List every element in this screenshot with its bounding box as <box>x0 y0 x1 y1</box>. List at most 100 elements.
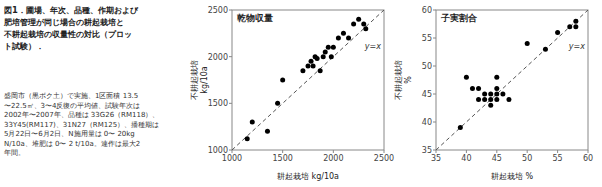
figure-title-line: 図1．圃場、年次、品種、作期および <box>4 5 139 15</box>
x-tick-label: 2500 <box>374 154 394 163</box>
x-axis-label: 耕起栽培 kg/10a <box>277 172 339 181</box>
scatter-point <box>336 36 341 41</box>
plot: 10001500200025001000150020002500耕起栽培 kg/… <box>190 6 395 181</box>
scatter-point <box>543 47 548 52</box>
x-tick-label: 1500 <box>272 154 292 163</box>
scatter-point <box>464 75 469 80</box>
scatter-point <box>567 24 572 29</box>
scatter-point <box>488 92 493 97</box>
plot-frame <box>232 10 384 150</box>
scatter-point <box>306 64 311 69</box>
x-tick <box>557 150 558 153</box>
scatter-point <box>300 68 305 73</box>
figure-subtitle: 盛岡市（黒ボク土）で実施、1区面積 13.5〜22.5㎡、3〜4反復の平均値、試… <box>4 92 159 157</box>
y-tick-label: 1500 <box>208 99 228 108</box>
scatter-point <box>245 136 250 141</box>
scatter-point <box>500 92 505 97</box>
scatter-point <box>323 50 328 55</box>
scatter-point <box>250 120 255 125</box>
x-tick-label: 1000 <box>222 154 242 163</box>
y-tick <box>433 94 436 95</box>
scatter-point <box>482 92 487 97</box>
plot: 354045505560354045505560耕起栽培 %不耕起栽培%子実割合… <box>394 6 594 181</box>
figure-title-line: ト試験）． <box>4 41 44 51</box>
y-tick <box>229 150 232 151</box>
scatter-point <box>346 36 351 41</box>
scatter-point <box>482 97 487 102</box>
marks <box>436 10 588 150</box>
figure-subtitle-line: 2002年〜2007年、品種は 33G26（RM118）、 <box>4 111 159 119</box>
figure-title: 図1．圃場、年次、品種、作期および肥培管理が同じ場合の耕起栽培と不耕起栽培の収量… <box>3 5 139 51</box>
scatter-point <box>280 78 285 83</box>
figure-subtitle-line: 33Y45(RM117)、31N27（RM125）、播種期は <box>4 121 159 129</box>
scatter-point <box>326 45 331 50</box>
y-tick <box>433 10 436 11</box>
x-tick <box>333 150 334 153</box>
y-tick <box>433 66 436 67</box>
figure-subtitle-line: N/10a、堆肥は 0〜 2 t/10a。連作は最大2 <box>4 140 140 148</box>
y-tick <box>433 122 436 123</box>
plot-frame <box>436 10 588 150</box>
scatter-point <box>476 86 481 91</box>
reference-line <box>436 10 588 150</box>
scatter-point <box>351 22 356 27</box>
x-tick-label: 50 <box>522 154 532 163</box>
scatter-point <box>315 56 320 61</box>
annotation: y=x <box>568 42 585 51</box>
y-tick <box>229 10 232 11</box>
y-axis-label: 不耕起栽培 <box>190 60 199 100</box>
scatter-point <box>494 86 499 91</box>
scatter-point <box>470 86 475 91</box>
y-axis-label: kg/10a <box>200 66 209 94</box>
figure-title-line: 不耕起栽培の収量性の対比（プロッ <box>3 29 132 39</box>
scatter-point <box>356 17 361 22</box>
scatter-point <box>573 19 578 24</box>
x-tick-label: 55 <box>553 154 563 163</box>
x-tick <box>588 150 589 153</box>
x-tick <box>282 150 283 153</box>
figure-subtitle-line: 盛岡市（黒ボク土）で実施、1区面積 13.5 <box>4 92 138 100</box>
x-tick <box>527 150 528 153</box>
scatter-point <box>275 101 280 106</box>
reference-line <box>232 10 384 150</box>
figure-subtitle-line: 年間。 <box>4 149 25 157</box>
chart-title: 子実割合 <box>440 13 478 23</box>
scatter-point <box>573 24 578 29</box>
x-tick-label: 60 <box>583 154 593 163</box>
scatter-point <box>331 45 336 50</box>
x-axis-label: 耕起栽培 % <box>491 172 534 181</box>
chart-title: 乾物収量 <box>237 13 273 23</box>
y-tick <box>433 150 436 151</box>
chart-root: 図1．圃場、年次、品種、作期および肥培管理が同じ場合の耕起栽培と不耕起栽培の収量… <box>0 0 602 187</box>
y-axis-label: 不耕起栽培 <box>394 60 403 100</box>
annotation: y=x <box>364 42 381 51</box>
scatter-point <box>341 31 346 36</box>
scatter-point <box>525 41 530 46</box>
y-tick-label: 40 <box>422 118 432 127</box>
x-tick-label: 45 <box>492 154 502 163</box>
scatter-point <box>488 103 493 108</box>
scatter-point <box>458 125 463 130</box>
y-tick-label: 1000 <box>208 146 228 155</box>
x-tick <box>466 150 467 153</box>
y-axis-label: % <box>404 76 413 84</box>
figure-title-line: 肥培管理が同じ場合の耕起栽培と <box>3 17 124 27</box>
y-tick <box>229 56 232 57</box>
y-tick-label: 55 <box>422 34 432 43</box>
figure-subtitle-line: 5月22日〜6月2日、N施用量は 0〜 20kg <box>4 130 135 138</box>
y-tick <box>433 38 436 39</box>
scatter-point <box>476 97 481 102</box>
scatter-point <box>506 97 511 102</box>
x-tick <box>496 150 497 153</box>
scatter-point <box>265 129 270 134</box>
scatter-point <box>488 97 493 102</box>
scatter-point <box>318 68 323 73</box>
scatter-point <box>361 22 366 27</box>
y-tick-label: 60 <box>422 6 432 15</box>
x-tick-label: 35 <box>431 154 441 163</box>
x-tick <box>384 150 385 153</box>
scatter-point <box>329 54 334 59</box>
y-tick <box>229 103 232 104</box>
marks <box>232 10 384 150</box>
scatter-point <box>309 59 314 64</box>
